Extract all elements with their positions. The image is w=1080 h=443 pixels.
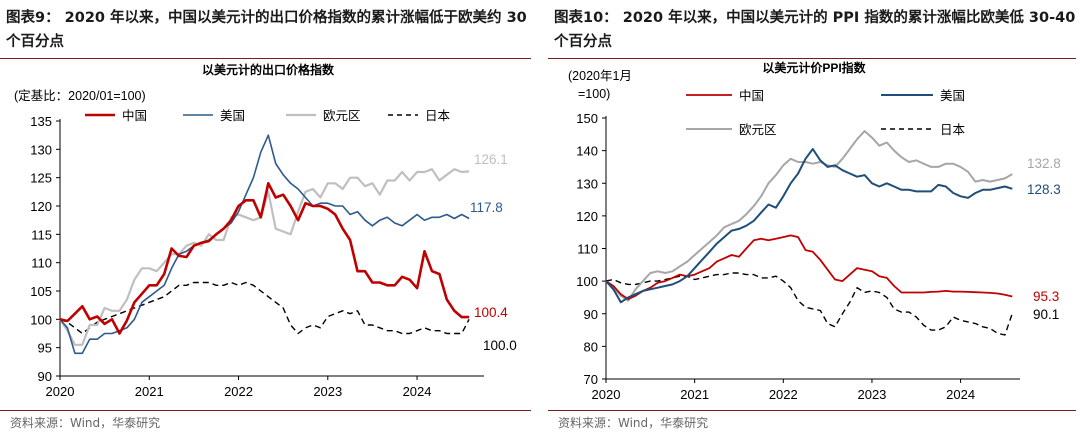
y-tick-label: 105	[30, 284, 52, 299]
y-tick-label: 110	[577, 242, 598, 257]
series-line-3	[605, 272, 1013, 336]
series-line-0	[605, 234, 1013, 301]
y-tick-label: 100	[576, 274, 598, 289]
figure-title: 图表10： 2020 年以来，中国以美元计的 PPI 指数的累计涨幅比欧美低 3…	[554, 10, 1076, 50]
y-axis-unit-label-cont: =100)	[578, 87, 610, 101]
ppi-chart: 以美元计价PPI指数 (2020年1月 =100) 70 80 90 100 110 120 13…	[568, 60, 1061, 402]
x-tick-label: 2022	[769, 387, 798, 402]
y-tick-label: 115	[31, 227, 52, 242]
legend-label: 欧元区	[739, 123, 777, 137]
legend-label: 日本	[940, 123, 966, 137]
source-divider	[548, 410, 1076, 411]
source-divider	[0, 410, 531, 411]
title-divider	[0, 58, 531, 59]
x-tick-label: 2024	[946, 387, 975, 402]
y-tick-label: 130	[576, 176, 598, 191]
series-line-3	[59, 281, 470, 335]
series-line-1	[605, 148, 1013, 304]
source-note: 资料来源：Wind，华泰研究	[10, 416, 161, 430]
end-value-label: 128.3	[1027, 182, 1061, 197]
x-tick-label: 2023	[857, 387, 886, 402]
x-tick-label: 2022	[224, 384, 253, 399]
y-tick-label: 140	[576, 144, 598, 159]
y-tick-label: 90	[38, 369, 52, 384]
x-tick-label: 2020	[592, 387, 621, 402]
series-line-2	[605, 130, 1013, 302]
end-value-label: 117.8	[470, 200, 503, 215]
end-value-label: 126.1	[474, 152, 508, 167]
y-tick-label: 120	[576, 209, 598, 224]
y-tick-label: 135	[30, 114, 52, 129]
legend-label: 中国	[122, 108, 147, 123]
y-tick-label: 120	[30, 199, 52, 214]
end-value-label: 132.8	[1027, 156, 1061, 171]
source-note: 资料来源：Wind，华泰研究	[558, 416, 709, 430]
y-tick-label: 110	[31, 256, 52, 271]
end-value-label: 100.4	[474, 305, 508, 320]
y-tick-label: 150	[576, 111, 598, 126]
chart-title: 以美元计的出口价格指数	[202, 62, 335, 77]
end-value-label: 90.1	[1033, 307, 1059, 322]
x-tick-label: 2023	[313, 384, 342, 399]
y-axis-unit-label: (2020年1月	[568, 69, 632, 83]
legend-label: 中国	[739, 88, 764, 103]
y-tick-label: 90	[584, 307, 598, 322]
legend-label: 美国	[220, 109, 245, 123]
legend-label: 日本	[425, 109, 451, 123]
series-line-1	[59, 134, 470, 355]
x-tick-label: 2024	[403, 384, 432, 399]
series-line-0	[59, 182, 470, 335]
x-tick-label: 2020	[46, 384, 75, 399]
y-tick-label: 95	[38, 341, 52, 356]
y-tick-label: 130	[30, 142, 52, 157]
legend-label: 美国	[940, 89, 965, 103]
y-tick-label: 125	[30, 171, 52, 186]
y-axis-unit-label: (定基比：2020/01=100)	[14, 88, 146, 103]
end-value-label: 100.0	[483, 338, 517, 353]
y-tick-label: 70	[584, 372, 598, 387]
x-tick-label: 2021	[680, 387, 709, 402]
chart-title: 以美元计价PPI指数	[762, 60, 866, 75]
x-tick-label: 2021	[135, 384, 164, 399]
y-tick-label: 80	[584, 339, 598, 354]
end-value-label: 95.3	[1033, 289, 1059, 304]
chart-panel-ppi: 图表10： 2020 年以来，中国以美元计的 PPI 指数的累计涨幅比欧美低 3…	[548, 0, 1080, 443]
title-divider	[548, 58, 1076, 59]
legend-label: 欧元区	[323, 109, 361, 123]
chart-panel-export-price: 图表9： 2020 年以来，中国以美元计的出口价格指数的累计涨幅低于欧美约 30…	[0, 0, 535, 443]
y-tick-label: 100	[30, 312, 52, 327]
export-price-chart: 以美元计的出口价格指数 (定基比：2020/01=100) 90 95 100 105 11…	[14, 62, 517, 399]
figure-title: 图表9： 2020 年以来，中国以美元计的出口价格指数的累计涨幅低于欧美约 30…	[6, 10, 527, 50]
